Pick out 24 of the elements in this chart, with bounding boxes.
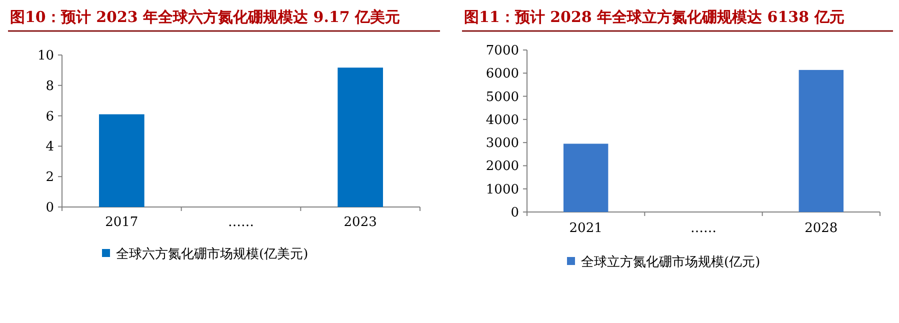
chart-title: 图11：预计 2028 年全球立方氮化硼规模达 6138 亿元 [464,8,844,26]
y-tick-label: 6000 [486,66,519,82]
y-tick-label: 2 [46,170,54,186]
legend-label: 全球六方氮化硼市场规模(亿美元) [116,246,308,262]
x-tick-label: 2017 [105,215,138,230]
y-tick-label: 4000 [486,112,519,128]
y-tick-label: 5000 [486,90,519,105]
x-tick-label: 2021 [569,221,602,236]
y-tick-label: 4 [46,140,54,155]
y-tick-label: 1000 [486,182,519,198]
y-tick-label: 0 [46,200,54,216]
x-tick-label: …… [228,215,254,230]
y-tick-label: 7000 [486,44,519,58]
y-tick-label: 0 [510,206,519,220]
x-tick-label: …… [690,221,716,236]
x-tick-label: 2028 [804,221,838,236]
y-tick-label: 3000 [486,136,519,152]
x-tick-label: 2023 [344,215,377,230]
y-tick-label: 2000 [486,159,519,174]
legend-label: 全球立方氮化硼市场规模(亿元) [581,254,760,270]
chart-title: 图10：预计 2023 年全球六方氮化硼规模达 9.17 亿美元 [10,8,400,26]
y-tick-label: 6 [46,109,54,124]
y-tick-label: 8 [46,78,54,94]
y-tick-label: 10 [37,48,54,64]
